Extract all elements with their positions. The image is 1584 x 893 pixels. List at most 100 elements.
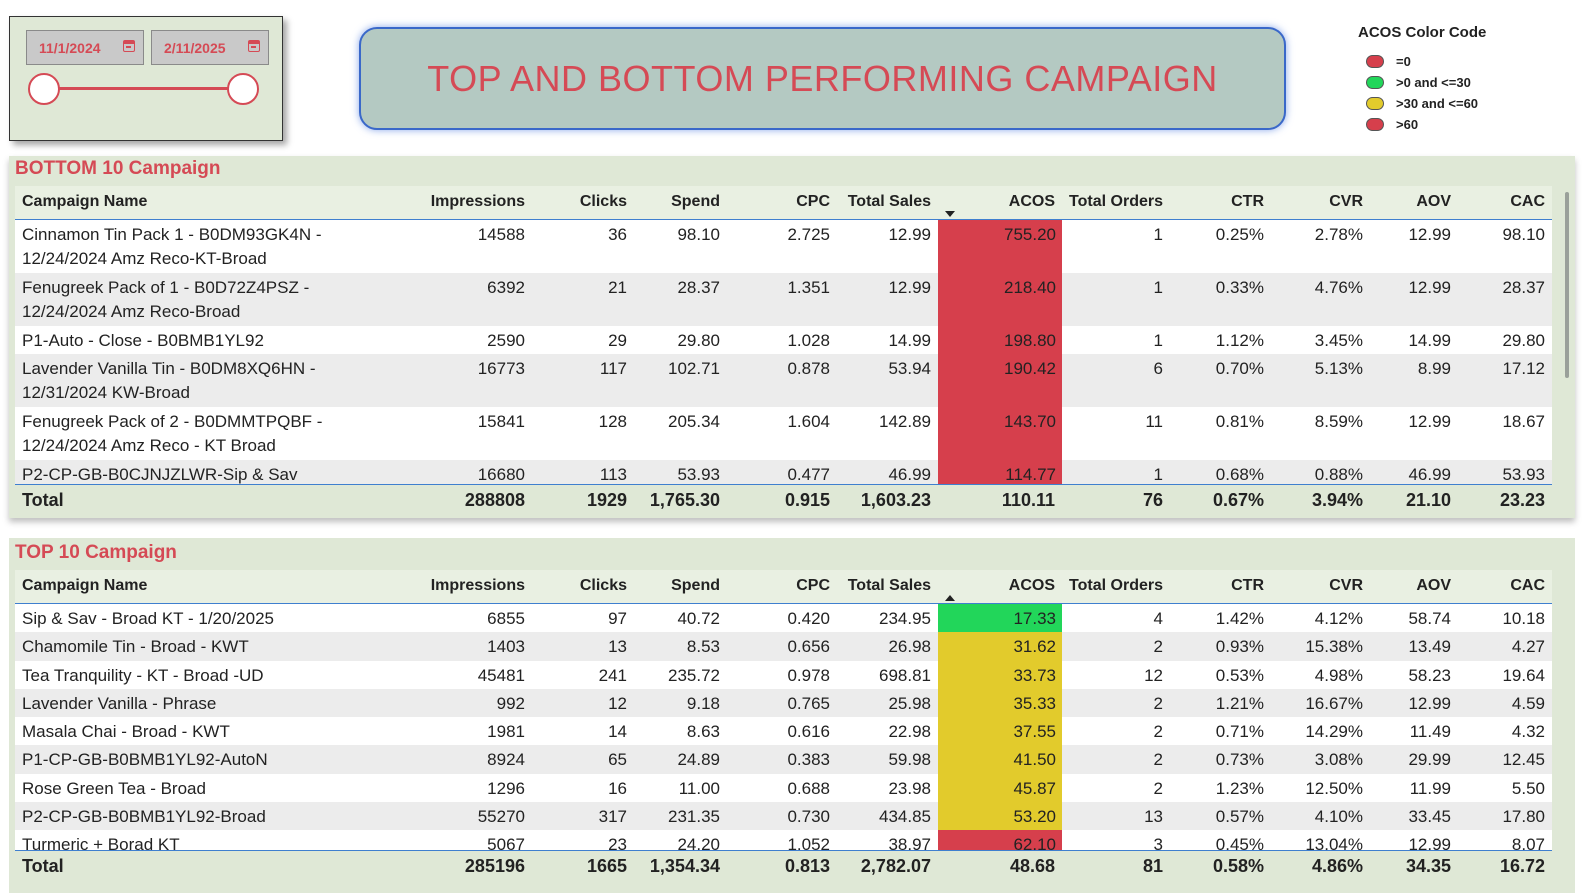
bottom-col-header-clicks[interactable]: Clicks <box>532 186 634 220</box>
top-col-header-sales[interactable]: Total Sales <box>837 570 938 604</box>
cell-clicks: 16 <box>532 773 634 803</box>
cell-sales: 26.98 <box>837 632 938 661</box>
bottom-col-header-spend[interactable]: Spend <box>634 186 727 220</box>
table-row[interactable]: P1-Auto - Close - B0BMB1YL92 2590 29 29.80 1… <box>15 326 1552 354</box>
total-cpc: 0.813 <box>727 850 837 881</box>
top-col-header-cac[interactable]: CAC <box>1458 570 1552 604</box>
top-col-header-aov[interactable]: AOV <box>1370 570 1458 604</box>
cell-aov: 8.99 <box>1370 354 1458 407</box>
table-row[interactable]: Fenugreek Pack of 2 - B0DMMTPQBF - 12/24… <box>15 407 1552 460</box>
total-aov: 34.35 <box>1370 850 1458 881</box>
cell-spend: 8.63 <box>634 717 727 746</box>
table-row[interactable]: Masala Chai - Broad - KWT 1981 14 8.63 0.616… <box>15 717 1552 746</box>
table-row[interactable]: Chamomile Tin - Broad - KWT 1403 13 8.53 0.6… <box>15 632 1552 661</box>
table-row[interactable]: Lavender Vanilla Tin - B0DM8XQ6HN - 12/3… <box>15 354 1552 407</box>
cell-ctr: 0.68% <box>1170 460 1271 484</box>
table-row[interactable]: Rose Green Tea - Broad 1296 16 11.00 0.688 23… <box>15 773 1552 803</box>
sort-ascending-icon[interactable] <box>945 594 955 601</box>
cell-acos: 114.77 <box>938 460 1062 484</box>
bottom-col-header-orders[interactable]: Total Orders <box>1062 186 1170 220</box>
total-impressions: 285196 <box>390 850 532 881</box>
date-slider-end-handle[interactable] <box>227 73 259 105</box>
legend-item: >30 and <=60 <box>1358 93 1558 114</box>
bottom-col-header-ctr[interactable]: CTR <box>1170 186 1271 220</box>
bottom-col-header-acos[interactable]: ACOS <box>938 186 1062 220</box>
calendar-icon[interactable] <box>123 40 135 52</box>
top-col-header-cpc[interactable]: CPC <box>727 570 837 604</box>
bottom-col-header-name[interactable]: Campaign Name <box>15 186 390 220</box>
top-col-header-ctr[interactable]: CTR <box>1170 570 1271 604</box>
table-row[interactable]: P2-CP-GB-B0BMB1YL92-Broad 55270 317 231.35 0… <box>15 802 1552 831</box>
top-col-header-orders[interactable]: Total Orders <box>1062 570 1170 604</box>
cell-clicks: 117 <box>532 354 634 407</box>
cell-cpc: 0.616 <box>727 717 837 746</box>
total-label: Total <box>15 484 390 515</box>
cell-cvr: 4.12% <box>1271 604 1370 633</box>
total-row: Total 288808 1929 1,765.30 0.915 1,603.23 110.… <box>15 484 1552 515</box>
bottom-table-header: Campaign Name Impressions Clicks Spend CPC To… <box>15 186 1552 220</box>
table-row[interactable]: Sip & Sav - Broad KT - 1/20/2025 6855 97 40… <box>15 604 1552 633</box>
cell-sales: 23.98 <box>837 773 938 803</box>
cell-cvr: 4.98% <box>1271 660 1370 689</box>
top-col-header-name[interactable]: Campaign Name <box>15 570 390 604</box>
column-header-label: Impressions <box>430 193 525 211</box>
cell-spend: 235.72 <box>634 660 727 689</box>
bottom-table-body[interactable]: Cinnamon Tin Pack 1 - B0DM93GK4N - 12/24… <box>15 220 1552 484</box>
page-title-banner: TOP AND BOTTOM PERFORMING CAMPAIGN <box>359 27 1286 130</box>
cell-acos: 41.50 <box>938 745 1062 774</box>
table-row[interactable]: Tea Tranquility - KT - Broad -UD 45481 241… <box>15 660 1552 689</box>
table-row[interactable]: P2-CP-GB-B0CJNJZLWR-Sip & Sav 16680 113 53.… <box>15 460 1552 484</box>
table-row[interactable]: Turmeric + Borad KT 5067 23 24.20 1.052 38.97… <box>15 830 1552 850</box>
start-date-input[interactable]: 11/1/2024 <box>26 30 144 65</box>
column-header-label: CVR <box>1329 577 1363 595</box>
cell-cvr: 0.88% <box>1271 460 1370 484</box>
cell-aov: 12.99 <box>1370 220 1458 273</box>
bottom-col-header-aov[interactable]: AOV <box>1370 186 1458 220</box>
top-col-header-cvr[interactable]: CVR <box>1271 570 1370 604</box>
cell-aov: 29.99 <box>1370 745 1458 774</box>
cell-acos: 31.62 <box>938 632 1062 661</box>
top-col-header-impressions[interactable]: Impressions <box>390 570 532 604</box>
bottom-col-header-cac[interactable]: CAC <box>1458 186 1552 220</box>
top-campaign-panel: TOP 10 Campaign Campaign Name Impressions… <box>9 538 1575 893</box>
cell-name: Cinnamon Tin Pack 1 - B0DM93GK4N - 12/24… <box>15 220 390 273</box>
bottom-table-scrollbar[interactable] <box>1565 192 1569 378</box>
date-range-slicer: 11/1/2024 2/11/2025 <box>9 16 283 141</box>
bottom-col-header-cpc[interactable]: CPC <box>727 186 837 220</box>
cell-cvr: 2.78% <box>1271 220 1370 273</box>
column-header-label: CTR <box>1231 193 1264 211</box>
bottom-col-header-impressions[interactable]: Impressions <box>390 186 532 220</box>
cell-cpc: 0.730 <box>727 802 837 831</box>
table-row[interactable]: Cinnamon Tin Pack 1 - B0DM93GK4N - 12/24… <box>15 220 1552 273</box>
cell-cvr: 16.67% <box>1271 688 1370 718</box>
table-row[interactable]: Lavender Vanilla - Phrase 992 12 9.18 0.765 2… <box>15 688 1552 718</box>
top-col-header-clicks[interactable]: Clicks <box>532 570 634 604</box>
top-table-body[interactable]: Sip & Sav - Broad KT - 1/20/2025 6855 97 40… <box>15 604 1552 850</box>
cell-cac: 4.27 <box>1458 632 1552 661</box>
cell-name: Lavender Vanilla Tin - B0DM8XQ6HN - 12/3… <box>15 354 390 407</box>
cell-name: Chamomile Tin - Broad - KWT <box>15 632 390 661</box>
cell-clicks: 13 <box>532 632 634 661</box>
date-slider-track[interactable] <box>46 87 244 90</box>
total-sales: 1,603.23 <box>837 484 938 515</box>
calendar-icon[interactable] <box>248 40 260 52</box>
cell-name: P2-CP-GB-B0BMB1YL92-Broad <box>15 802 390 831</box>
table-row[interactable]: P1-CP-GB-B0BMB1YL92-AutoN 8924 65 24.89 0.38… <box>15 745 1552 774</box>
table-row[interactable]: Fenugreek Pack of 1 - B0D72Z4PSZ - 12/24… <box>15 273 1552 326</box>
date-slider-start-handle[interactable] <box>28 73 60 105</box>
bottom-col-header-sales[interactable]: Total Sales <box>837 186 938 220</box>
end-date-input[interactable]: 2/11/2025 <box>151 30 269 65</box>
top-col-header-spend[interactable]: Spend <box>634 570 727 604</box>
column-header-label: Campaign Name <box>22 577 148 595</box>
cell-cvr: 12.50% <box>1271 773 1370 803</box>
legend-color-swatch <box>1366 55 1384 68</box>
top-col-header-acos[interactable]: ACOS <box>938 570 1062 604</box>
cell-ctr: 1.21% <box>1170 688 1271 718</box>
cell-clicks: 36 <box>532 220 634 273</box>
cell-impressions: 6855 <box>390 604 532 633</box>
sort-descending-icon[interactable] <box>945 210 955 217</box>
bottom-col-header-cvr[interactable]: CVR <box>1271 186 1370 220</box>
cell-ctr: 0.57% <box>1170 802 1271 831</box>
cell-acos: 198.80 <box>938 326 1062 354</box>
cell-ctr: 0.45% <box>1170 830 1271 850</box>
